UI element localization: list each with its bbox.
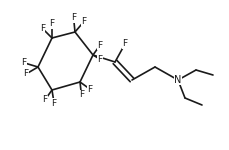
Text: F: F <box>79 90 84 99</box>
Text: F: F <box>87 84 92 93</box>
Text: F: F <box>42 95 47 104</box>
Text: F: F <box>51 99 56 108</box>
Text: F: F <box>39 24 45 33</box>
Text: F: F <box>122 39 127 48</box>
Text: F: F <box>71 14 76 22</box>
Text: F: F <box>97 55 102 64</box>
Text: F: F <box>21 58 26 67</box>
Text: F: F <box>81 17 86 26</box>
Text: F: F <box>97 41 102 50</box>
Text: F: F <box>49 20 54 28</box>
Text: N: N <box>174 75 181 85</box>
Text: F: F <box>23 69 29 78</box>
